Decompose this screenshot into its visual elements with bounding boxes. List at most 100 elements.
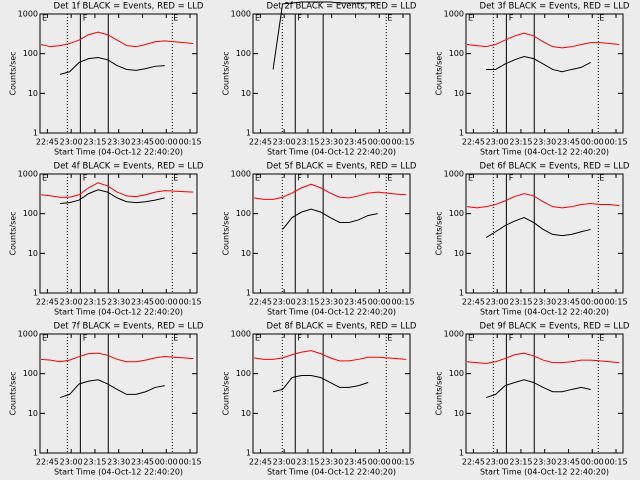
plot-frame [252, 13, 411, 134]
x-tick-label: 22:45 [36, 458, 59, 467]
series-line [253, 350, 407, 362]
series-line [466, 193, 620, 209]
annotation: E [173, 334, 178, 343]
panel: Det 4f BLACK = Events, RED = LLD 1 10 100 10… [9, 162, 204, 317]
x-tick-label: 22:45 [36, 138, 59, 147]
panel: Det 5f BLACK = Events, RED = LLD 1 10 100 10… [222, 162, 417, 317]
y-tick-label: 100 [236, 209, 251, 218]
plot-frame [465, 333, 624, 454]
x-tick-label: 23:00 [60, 138, 83, 147]
y-axis-label: Counts/sec [9, 51, 18, 95]
plot-frame [465, 13, 624, 134]
x-axis-label: Start Time (04-Oct-12 22:40:20) [267, 148, 396, 157]
panel: Det 8f BLACK = Events, RED = LLD 1 10 100 10… [222, 322, 417, 477]
annotation: E [255, 334, 260, 343]
x-tick-label: 00:00 [581, 458, 604, 467]
annotation: E [42, 174, 47, 183]
x-tick-label: 22:45 [249, 458, 272, 467]
series-line [59, 57, 165, 75]
annotation: E [255, 14, 260, 23]
x-tick-label: 23:45 [344, 138, 367, 147]
y-tick-label: 10 [241, 409, 251, 418]
annotation: F [509, 334, 514, 343]
x-tick-label: 23:00 [273, 138, 296, 147]
x-tick-label: 23:15 [296, 458, 319, 467]
annotation: E [387, 174, 392, 183]
x-tick-label: 00:15 [604, 458, 627, 467]
y-axis-label: Counts/sec [9, 211, 18, 255]
x-tick-label: 23:45 [131, 138, 154, 147]
x-tick-label: 00:15 [178, 298, 201, 307]
annotation: E [468, 174, 473, 183]
y-tick-label: 1 [33, 289, 38, 298]
panel: Det 6f BLACK = Events, RED = LLD 1 10 100 10… [435, 162, 630, 317]
x-tick-label: 23:15 [83, 298, 106, 307]
plot-frame [39, 173, 198, 294]
x-tick-label: 23:30 [533, 138, 556, 147]
series-line [272, 1, 378, 70]
x-tick-label: 23:15 [83, 458, 106, 467]
x-tick-label: 23:15 [83, 138, 106, 147]
annotation: F [509, 174, 514, 183]
panel: Det 3f BLACK = Events, RED = LLD 1 10 100 10… [435, 2, 630, 157]
x-tick-label: 23:30 [533, 458, 556, 467]
y-tick-label: 1000 [444, 170, 464, 179]
x-tick-label: 23:30 [320, 138, 343, 147]
panel: Det 9f BLACK = Events, RED = LLD 1 10 100 10… [435, 322, 630, 477]
annotation: E [387, 14, 392, 23]
series-line [467, 352, 620, 365]
chart-title: Det 1f BLACK = Events, RED = LLD [54, 2, 204, 12]
y-tick-label: 100 [449, 209, 464, 218]
x-tick-label: 23:00 [486, 458, 509, 467]
chart-title: Det 7f BLACK = Events, RED = LLD [54, 322, 204, 332]
x-tick-label: 00:00 [581, 298, 604, 307]
x-tick-label: 00:15 [391, 138, 414, 147]
y-tick-label: 1000 [231, 330, 251, 339]
x-tick-label: 23:00 [486, 298, 509, 307]
y-tick-label: 1 [246, 289, 251, 298]
x-tick-label: 23:00 [486, 138, 509, 147]
x-tick-label: 23:15 [509, 298, 532, 307]
y-axis-label: Counts/sec [222, 211, 231, 255]
y-tick-label: 1000 [18, 10, 38, 19]
y-tick-label: 100 [23, 209, 38, 218]
x-tick-label: 23:15 [296, 298, 319, 307]
x-tick-label: 23:30 [320, 458, 343, 467]
x-axis-label: Start Time (04-Oct-12 22:40:20) [54, 468, 183, 477]
panel: Det 2f BLACK = Events, RED = LLD 1 10 100 10… [222, 1, 417, 157]
y-tick-label: 10 [28, 89, 38, 98]
annotation: E [387, 334, 392, 343]
x-tick-label: 22:45 [462, 138, 485, 147]
chart-title: Det 4f BLACK = Events, RED = LLD [54, 162, 204, 172]
x-axis-label: Start Time (04-Oct-12 22:40:20) [54, 308, 183, 317]
annotation: E [173, 174, 178, 183]
annotation: F [83, 334, 88, 343]
series-line [60, 189, 165, 205]
x-axis-label: Start Time (04-Oct-12 22:40:20) [267, 308, 396, 317]
x-tick-label: 00:15 [391, 458, 414, 467]
annotation: E [42, 14, 47, 23]
series-line [485, 379, 591, 399]
panel: Det 7f BLACK = Events, RED = LLD 1 10 100 10… [9, 322, 204, 477]
y-tick-label: 10 [454, 409, 464, 418]
plot-frame [39, 333, 198, 454]
series-line [486, 55, 591, 73]
x-tick-label: 23:45 [557, 458, 580, 467]
y-tick-label: 1000 [231, 10, 251, 19]
x-tick-label: 22:45 [462, 298, 485, 307]
annotation: F [83, 14, 88, 23]
series-line [485, 216, 591, 238]
y-tick-label: 10 [454, 89, 464, 98]
series-line [272, 374, 369, 393]
x-tick-label: 23:00 [273, 458, 296, 467]
y-tick-label: 100 [449, 49, 464, 58]
y-tick-label: 1000 [231, 170, 251, 179]
x-tick-label: 00:00 [368, 458, 391, 467]
panel: Det 1f BLACK = Events, RED = LLD 1 10 100 10… [9, 2, 204, 157]
chart-title: Det 8f BLACK = Events, RED = LLD [267, 322, 417, 332]
x-tick-label: 23:30 [107, 458, 130, 467]
series-line [40, 31, 194, 48]
annotation: E [42, 334, 47, 343]
y-tick-label: 100 [23, 369, 38, 378]
